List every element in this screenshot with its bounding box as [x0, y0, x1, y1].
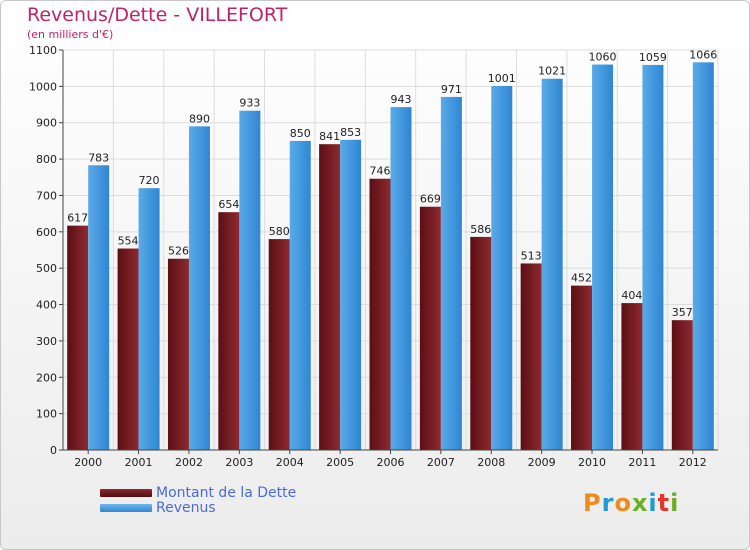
value-label-revenus-2012: 1066 — [689, 48, 717, 61]
value-label-revenus-2001: 720 — [139, 174, 160, 187]
y-tick-label: 500 — [36, 262, 57, 275]
bar-revenus-2007 — [440, 96, 462, 450]
y-tick-label: 900 — [36, 117, 57, 130]
value-label-dette-2002: 526 — [168, 245, 189, 258]
bar-dette-2008 — [470, 236, 492, 450]
bar-revenus-2006 — [390, 107, 412, 450]
value-label-revenus-2005: 853 — [340, 126, 361, 139]
bar-revenus-2000 — [88, 165, 110, 451]
logo-letter: r — [601, 489, 615, 517]
x-tick-label-2012: 2012 — [679, 456, 707, 469]
y-tick-label: 200 — [36, 371, 57, 384]
bar-revenus-2004 — [289, 140, 311, 450]
value-label-revenus-2002: 890 — [189, 112, 210, 125]
value-label-dette-2005: 841 — [319, 130, 340, 143]
bars-layer: 617 783 554 720 526 890 654 933 580 850 841 853 746 9… — [67, 48, 717, 451]
value-label-revenus-2009: 1021 — [538, 65, 566, 78]
proxiti-logo: Proxiti — [583, 489, 679, 517]
bar-dette-2009 — [520, 263, 542, 450]
value-label-dette-2004: 580 — [269, 225, 290, 238]
bar-revenus-2008 — [491, 86, 513, 450]
value-label-dette-2012: 357 — [672, 306, 693, 319]
bar-revenus-2001 — [138, 188, 160, 450]
value-label-dette-2010: 452 — [571, 272, 592, 285]
bar-revenus-2012 — [692, 62, 714, 450]
x-tick-label-2000: 2000 — [74, 456, 102, 469]
x-tick-label-2010: 2010 — [578, 456, 606, 469]
value-label-revenus-2006: 943 — [391, 93, 412, 106]
value-label-dette-2011: 404 — [621, 289, 642, 302]
bar-dette-2010 — [571, 285, 593, 450]
y-tick-label: 600 — [36, 226, 57, 239]
x-tick-label-2005: 2005 — [326, 456, 354, 469]
bar-revenus-2002 — [188, 126, 210, 450]
y-tick-label: 100 — [36, 408, 57, 421]
bar-dette-2001 — [117, 248, 139, 450]
bar-dette-2004 — [268, 239, 290, 450]
axis-layer: 0 100 200 300 400 500 600 700 800 900 1000 1100 2000… — [29, 44, 718, 469]
value-label-dette-2001: 554 — [118, 235, 139, 248]
value-label-dette-2007: 669 — [420, 193, 441, 206]
bar-dette-2000 — [67, 225, 89, 450]
bar-dette-2012 — [671, 320, 693, 450]
logo-letter: i — [670, 489, 680, 517]
bar-dette-2005 — [319, 144, 341, 450]
bar-revenus-2011 — [642, 64, 664, 450]
chart-subtitle: (en milliers d'€) — [27, 28, 114, 41]
bar-dette-2007 — [419, 206, 441, 450]
y-tick-label: 400 — [36, 299, 57, 312]
x-tick-label-2009: 2009 — [528, 456, 556, 469]
value-label-revenus-2010: 1060 — [589, 51, 617, 64]
y-tick-label: 0 — [50, 444, 57, 457]
legend-label-revenus: Revenus — [156, 500, 216, 516]
bar-revenus-2003 — [239, 110, 261, 451]
logo-letter: t — [657, 489, 671, 517]
x-tick-label-2006: 2006 — [377, 456, 405, 469]
chart-title: Revenus/Dette - VILLEFORT — [27, 4, 288, 26]
logo-letter: i — [648, 489, 658, 517]
bar-dette-2003 — [218, 212, 240, 450]
legend-swatch-dette — [100, 489, 152, 497]
x-tick-label-2003: 2003 — [225, 456, 253, 469]
logo-letter: x — [631, 489, 649, 517]
x-tick-label-2008: 2008 — [477, 456, 505, 469]
y-tick-label: 1100 — [29, 44, 57, 57]
bar-dette-2006 — [369, 178, 391, 450]
value-label-revenus-2007: 971 — [441, 83, 462, 96]
logo-letter: o — [614, 489, 632, 517]
bar-dette-2002 — [167, 258, 189, 450]
bar-revenus-2010 — [592, 64, 614, 450]
y-tick-label: 300 — [36, 335, 57, 348]
y-tick-label: 800 — [36, 153, 57, 166]
value-label-revenus-2008: 1001 — [488, 72, 516, 85]
value-label-revenus-2004: 850 — [290, 127, 311, 140]
y-tick-label: 1000 — [29, 80, 57, 93]
legend-label-dette: Montant de la Dette — [156, 485, 297, 501]
value-label-revenus-2003: 933 — [239, 97, 260, 110]
bar-revenus-2009 — [541, 78, 563, 451]
value-label-dette-2008: 586 — [470, 223, 491, 236]
legend-swatch-revenus — [100, 504, 152, 512]
bar-dette-2011 — [621, 303, 643, 450]
value-label-dette-2009: 513 — [521, 249, 542, 262]
value-label-dette-2000: 617 — [67, 212, 88, 225]
x-tick-label-2002: 2002 — [175, 456, 203, 469]
value-label-dette-2003: 654 — [218, 198, 239, 211]
value-label-revenus-2011: 1059 — [639, 51, 667, 64]
y-tick-label: 700 — [36, 189, 57, 202]
logo-letter: P — [583, 489, 602, 517]
value-label-revenus-2000: 783 — [88, 151, 109, 164]
bar-revenus-2005 — [340, 139, 362, 450]
x-tick-label-2011: 2011 — [628, 456, 656, 469]
x-tick-label-2004: 2004 — [276, 456, 304, 469]
x-tick-label-2007: 2007 — [427, 456, 455, 469]
x-tick-label-2001: 2001 — [125, 456, 153, 469]
value-label-dette-2006: 746 — [370, 165, 391, 178]
